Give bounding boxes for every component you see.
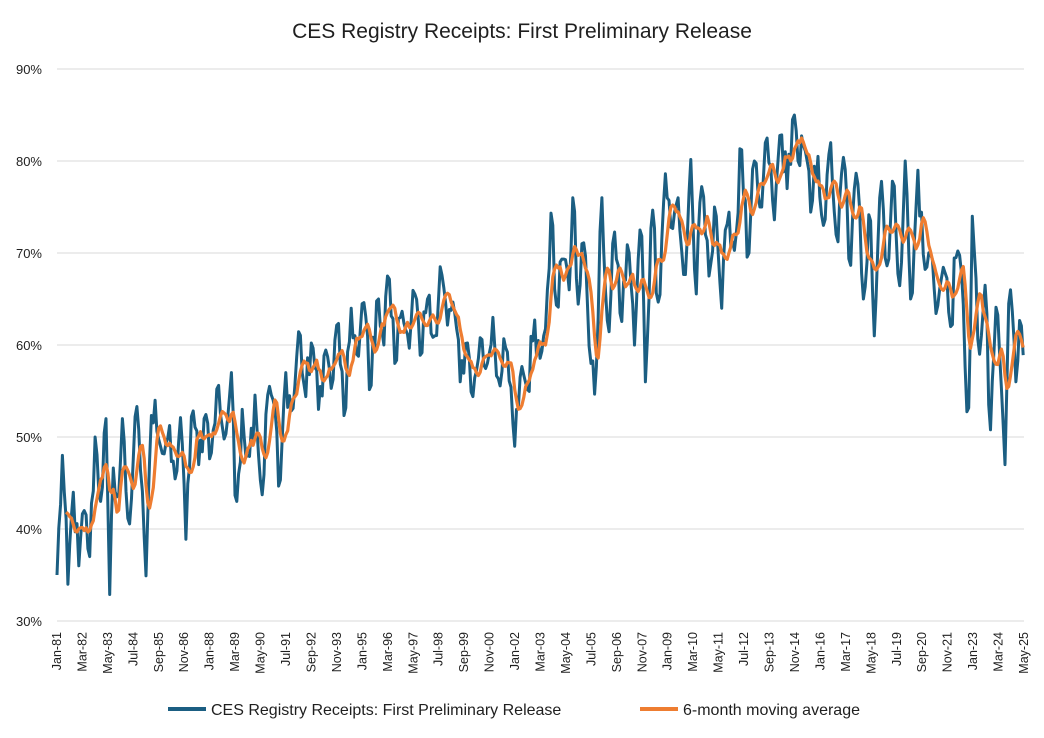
x-tick-label: Nov-86 xyxy=(177,632,191,672)
series-line-moving-average xyxy=(65,136,1025,534)
gridlines xyxy=(57,68,1024,622)
y-tick-label: 80% xyxy=(16,154,42,169)
x-tick-label: Jul-98 xyxy=(432,632,446,666)
x-tick-label: Sep-99 xyxy=(457,632,471,672)
y-tick-label: 90% xyxy=(16,62,42,77)
y-tick-label: 50% xyxy=(16,430,42,445)
x-tick-label: Sep-92 xyxy=(304,632,318,672)
chart-title: CES Registry Receipts: First Preliminary… xyxy=(292,20,752,43)
y-tick-label: 60% xyxy=(16,338,42,353)
x-tick-label: May-83 xyxy=(101,632,115,674)
x-tick-label: May-97 xyxy=(406,632,420,674)
x-tick-label: Jul-84 xyxy=(126,632,140,666)
x-tick-label: May-90 xyxy=(254,632,268,674)
series-line-raw xyxy=(55,113,1025,596)
x-tick-label: Nov-14 xyxy=(788,632,802,672)
x-tick-label: Mar-03 xyxy=(534,632,548,672)
x-tick-label: May-25 xyxy=(1017,632,1031,674)
x-tick-label: Sep-85 xyxy=(152,632,166,672)
x-tick-label: Jan-16 xyxy=(813,632,827,670)
x-tick-label: May-04 xyxy=(559,632,573,674)
y-axis: 30% 40% 50% 60% 70% 80% 90% xyxy=(16,62,42,629)
y-tick-label: 70% xyxy=(16,246,42,261)
x-tick-label: Nov-07 xyxy=(635,632,649,672)
x-tick-label: Nov-00 xyxy=(483,632,497,672)
x-tick-label: Jul-19 xyxy=(890,632,904,666)
x-tick-label: Nov-93 xyxy=(330,632,344,672)
y-tick-label: 40% xyxy=(16,522,42,537)
series-layer xyxy=(55,113,1025,596)
x-tick-label: Mar-82 xyxy=(75,632,89,672)
x-tick-label: Jan-09 xyxy=(661,632,675,670)
x-tick-label: Mar-89 xyxy=(228,632,242,672)
x-tick-label: Jul-91 xyxy=(279,632,293,666)
x-tick-label: May-11 xyxy=(712,632,726,673)
x-tick-label: Mar-24 xyxy=(992,632,1006,672)
x-tick-label: Sep-13 xyxy=(763,632,777,672)
x-tick-label: Jan-02 xyxy=(508,632,522,670)
x-tick-label: Jan-81 xyxy=(50,632,64,670)
x-tick-label: Sep-20 xyxy=(915,632,929,672)
x-tick-label: Mar-17 xyxy=(839,632,853,672)
x-tick-label: Jan-23 xyxy=(966,632,980,670)
x-tick-label: May-18 xyxy=(864,632,878,674)
x-tick-label: Nov-21 xyxy=(941,632,955,672)
x-axis: Jan-81 Mar-82 May-83 Jul-84 Sep-85 Nov-86 Jan-… xyxy=(50,632,1031,674)
x-tick-label: Jan-95 xyxy=(355,632,369,670)
y-tick-label: 30% xyxy=(16,614,42,629)
x-tick-label: Jan-88 xyxy=(203,632,217,670)
legend: CES Registry Receipts: First Preliminary… xyxy=(168,702,860,719)
legend-label-raw: CES Registry Receipts: First Preliminary… xyxy=(211,702,561,719)
legend-label-ma: 6-month moving average xyxy=(683,702,860,719)
x-tick-label: Mar-96 xyxy=(381,632,395,672)
x-tick-label: Mar-10 xyxy=(686,632,700,672)
x-tick-label: Sep-06 xyxy=(610,632,624,672)
x-tick-label: Jul-12 xyxy=(737,632,751,666)
x-tick-label: Jul-05 xyxy=(584,632,598,666)
